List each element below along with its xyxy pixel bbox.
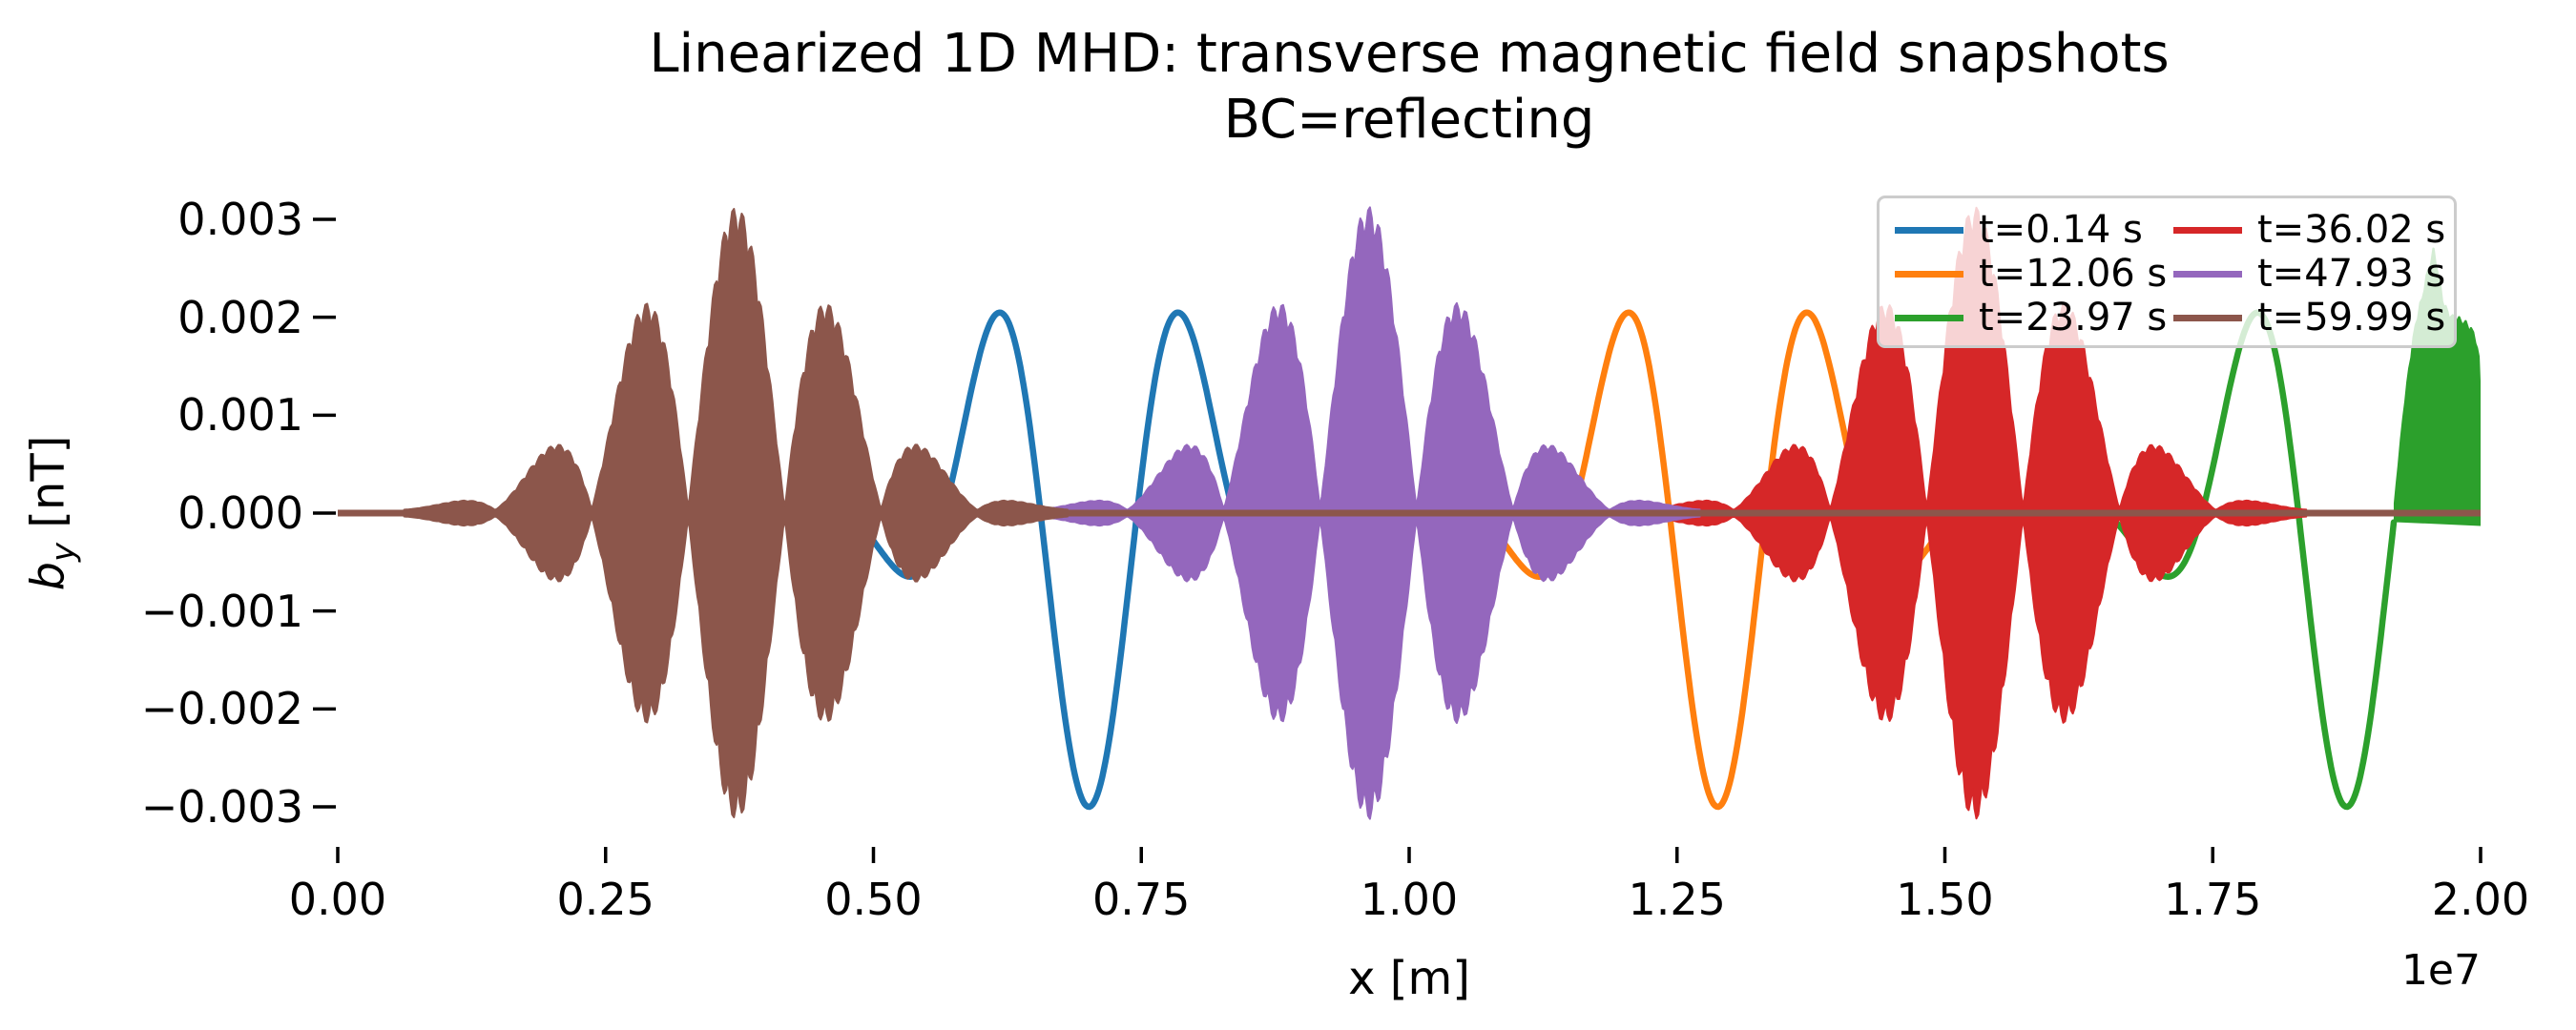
- y-tick-label: −0.003: [140, 781, 303, 833]
- x-tick-label: 2.00: [2431, 874, 2530, 925]
- x-axis-offset-text: 1e7: [2400, 946, 2481, 995]
- legend-entry-label: t=59.99 s: [2257, 296, 2446, 340]
- x-tick-label: 0.75: [1092, 874, 1191, 925]
- x-tick-label: 0.25: [556, 874, 654, 925]
- chart-title: Linearized 1D MHD: transverse magnetic f…: [338, 21, 2481, 153]
- y-tick-label: 0.002: [177, 291, 303, 343]
- x-tick-label: 0.00: [288, 874, 387, 925]
- legend-entry: t=12.06 s: [1895, 252, 2167, 296]
- x-tick-label: 0.50: [824, 874, 923, 925]
- legend-line-sample: [1895, 314, 1963, 321]
- legend-line-sample: [1895, 270, 1963, 278]
- legend-line-sample: [2173, 314, 2242, 321]
- legend-line-sample: [2173, 226, 2242, 234]
- y-tick-label: 0.000: [177, 487, 303, 539]
- y-tick-label: −0.002: [140, 683, 303, 735]
- legend-line-sample: [1895, 226, 1963, 234]
- legend-entry: t=47.93 s: [2173, 252, 2445, 296]
- chart-title-line1: Linearized 1D MHD: transverse magnetic f…: [649, 23, 2170, 85]
- x-tick-label: 1.25: [1628, 874, 1726, 925]
- legend: t=0.14 s t=12.06 s t=23.97 s t=36.02 s t=47.…: [1877, 196, 2457, 348]
- legend-entry: t=59.99 s: [2173, 296, 2445, 340]
- y-tick-label: 0.001: [177, 389, 303, 442]
- legend-entry: t=0.14 s: [1895, 208, 2160, 252]
- x-axis-label: x [m]: [1348, 952, 1470, 1005]
- legend-entry-label: t=23.97 s: [1979, 296, 2168, 340]
- chart-title-line2: BC=reflecting: [1223, 89, 1595, 151]
- legend-entry: t=23.97 s: [1895, 296, 2167, 340]
- legend-entry: t=36.02 s: [2173, 208, 2445, 252]
- legend-line-sample: [2173, 270, 2242, 278]
- x-tick-label: 1.50: [1896, 874, 1994, 925]
- legend-entry-label: t=47.93 s: [2257, 252, 2446, 296]
- x-tick-label: 1.00: [1360, 874, 1459, 925]
- legend-entry-label: t=36.02 s: [2257, 208, 2446, 252]
- x-tick-label: 1.75: [2164, 874, 2262, 925]
- legend-entry-label: t=0.14 s: [1979, 208, 2143, 252]
- y-tick-label: 0.003: [177, 193, 303, 245]
- y-tick-label: −0.001: [140, 585, 303, 637]
- legend-entry-label: t=12.06 s: [1979, 252, 2168, 296]
